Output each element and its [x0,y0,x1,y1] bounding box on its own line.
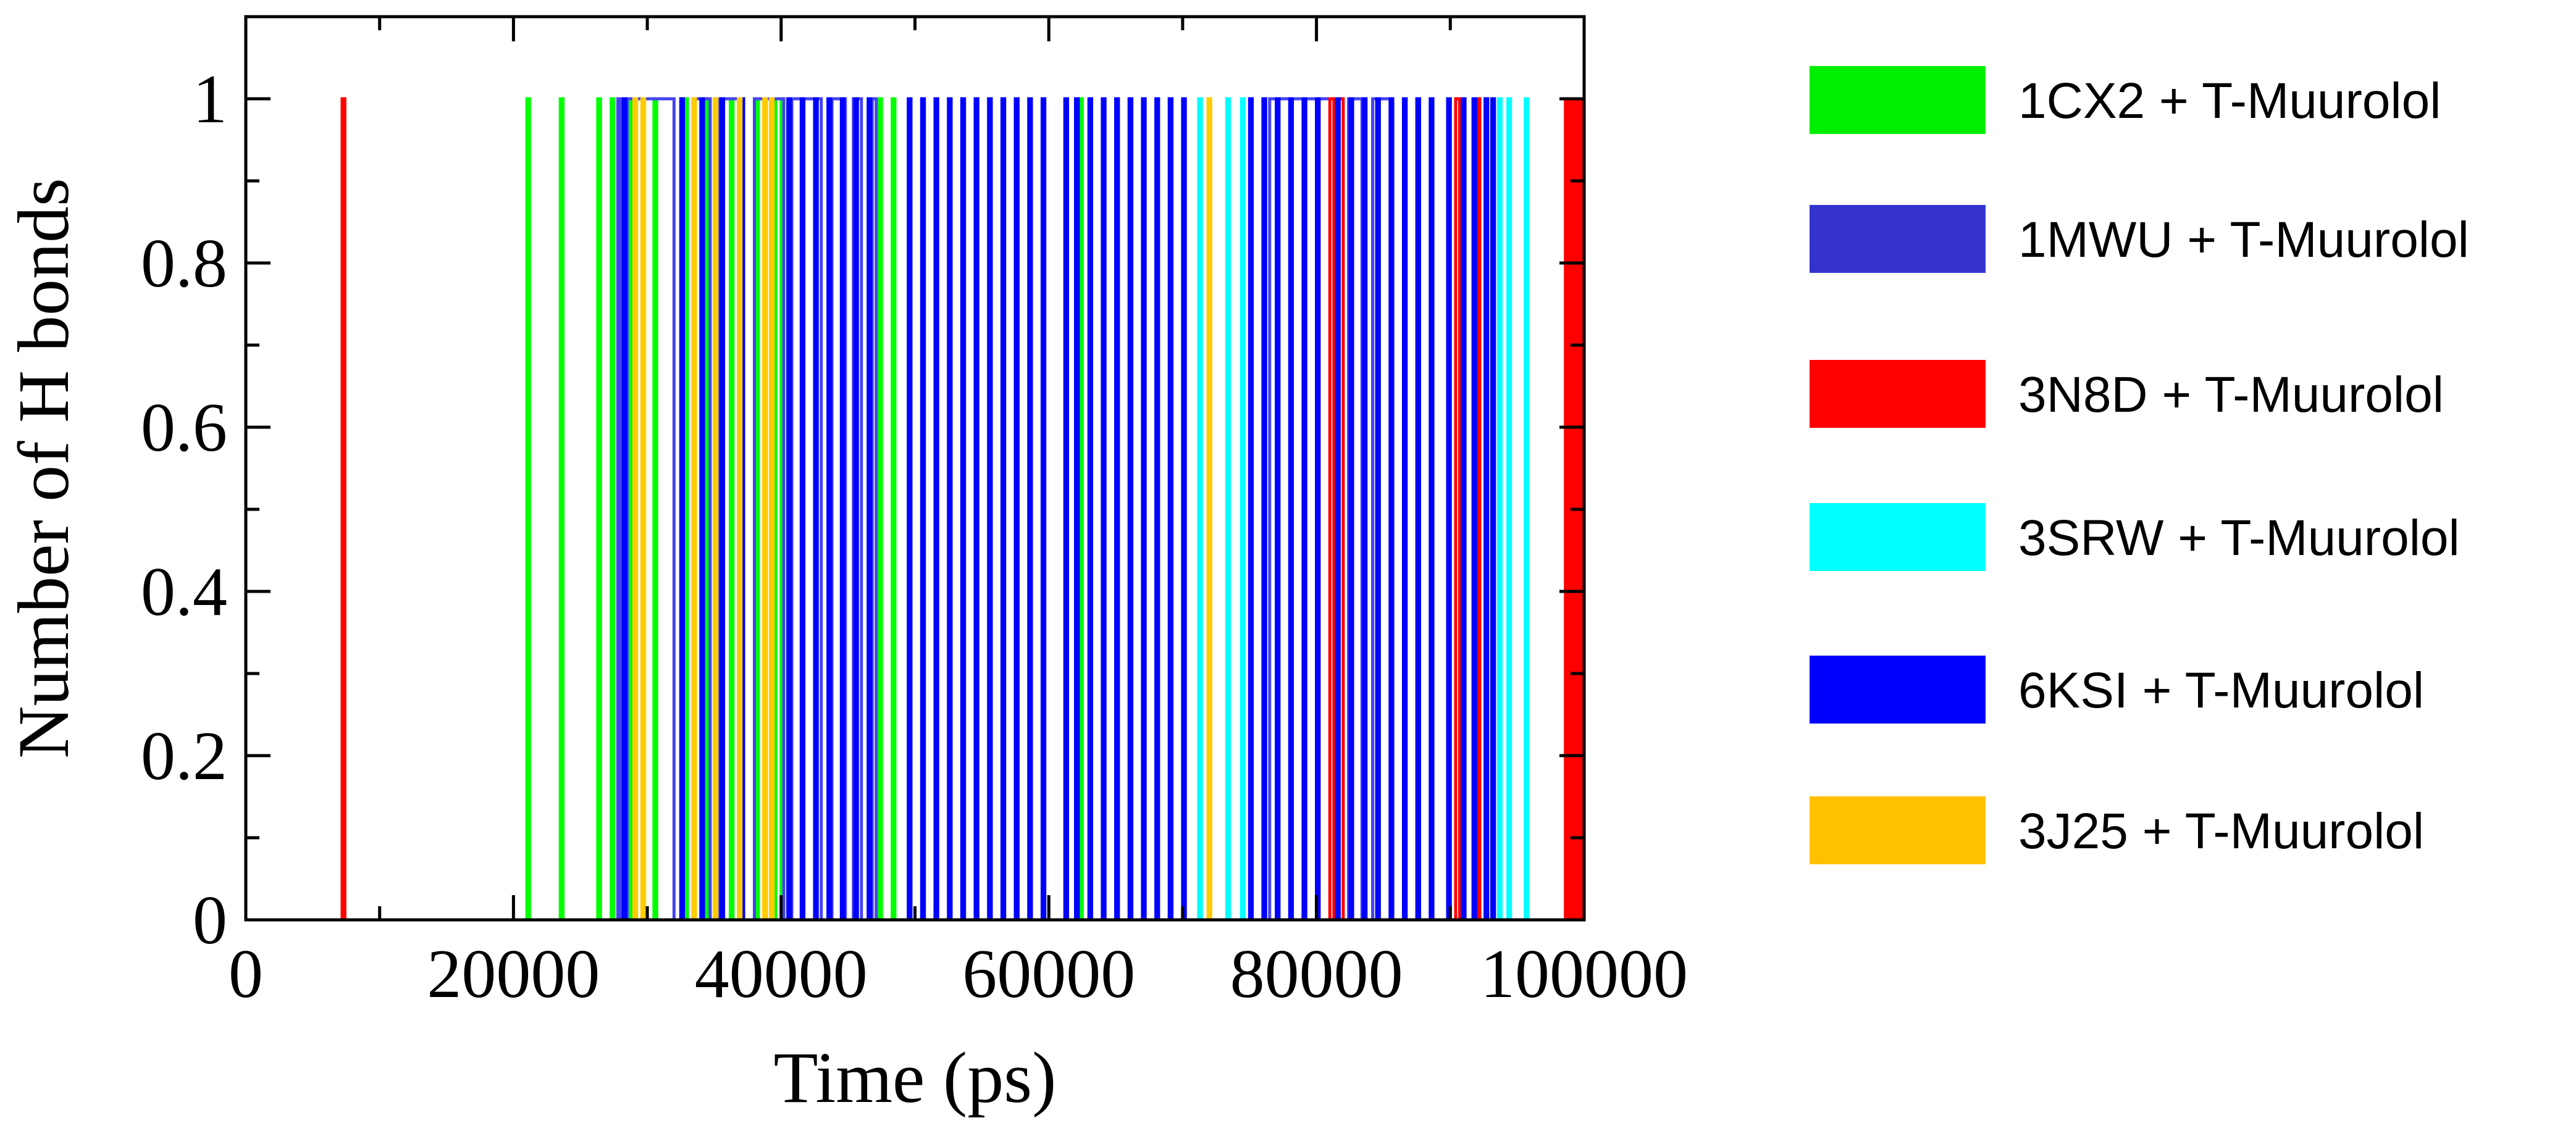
x-tick-label: 60000 [962,936,1135,1012]
legend-label-1: 1MWU + T-Muurolol [2018,212,2469,268]
legend-label-2: 3N8D + T-Muurolol [2018,367,2444,423]
y-tick-label: 0 [193,882,227,959]
x-tick-label: 20000 [427,936,600,1012]
legend-swatch-4 [1810,656,1986,724]
legend-label-5: 3J25 + T-Muurolol [2018,803,2424,859]
x-tick-label: 40000 [695,936,868,1012]
legend-label-4: 6KSI + T-Muurolol [2018,662,2424,719]
y-axis: 0 0.2 0.4 0.6 0.8 1 [141,61,1584,959]
series-line-5 [632,97,1212,920]
legend-swatch-3 [1810,503,1986,571]
series-line-3 [1197,97,1530,920]
legend-label-3: 3SRW + T-Muurolol [2018,510,2460,566]
legend-label-0: 1CX2 + T-Muurolol [2018,73,2441,129]
legend: 1CX2 + T-Muurolol 1MWU + T-Muurolol 3N8D +… [1810,66,2469,864]
legend-swatch-0 [1810,66,1986,134]
legend-swatch-1 [1810,205,1986,273]
series-line-4 [621,97,1496,920]
y-tick-label: 0.6 [141,390,227,466]
x-axis: 0 20000 40000 60000 80000 100000 [229,17,1688,1012]
y-tick-label: 1 [193,61,227,138]
legend-swatch-5 [1810,796,1986,864]
x-axis-title: Time (ps) [774,1037,1057,1118]
x-tick-label: 0 [229,936,263,1012]
y-tick-label: 0.2 [141,718,227,795]
legend-swatch-2 [1810,360,1986,428]
x-tick-label: 80000 [1230,936,1403,1012]
y-axis-title: Number of H bonds [3,178,84,759]
y-tick-label: 0.4 [141,554,227,630]
y-tick-label: 0.8 [141,225,227,302]
x-tick-label: 100000 [1480,936,1688,1012]
